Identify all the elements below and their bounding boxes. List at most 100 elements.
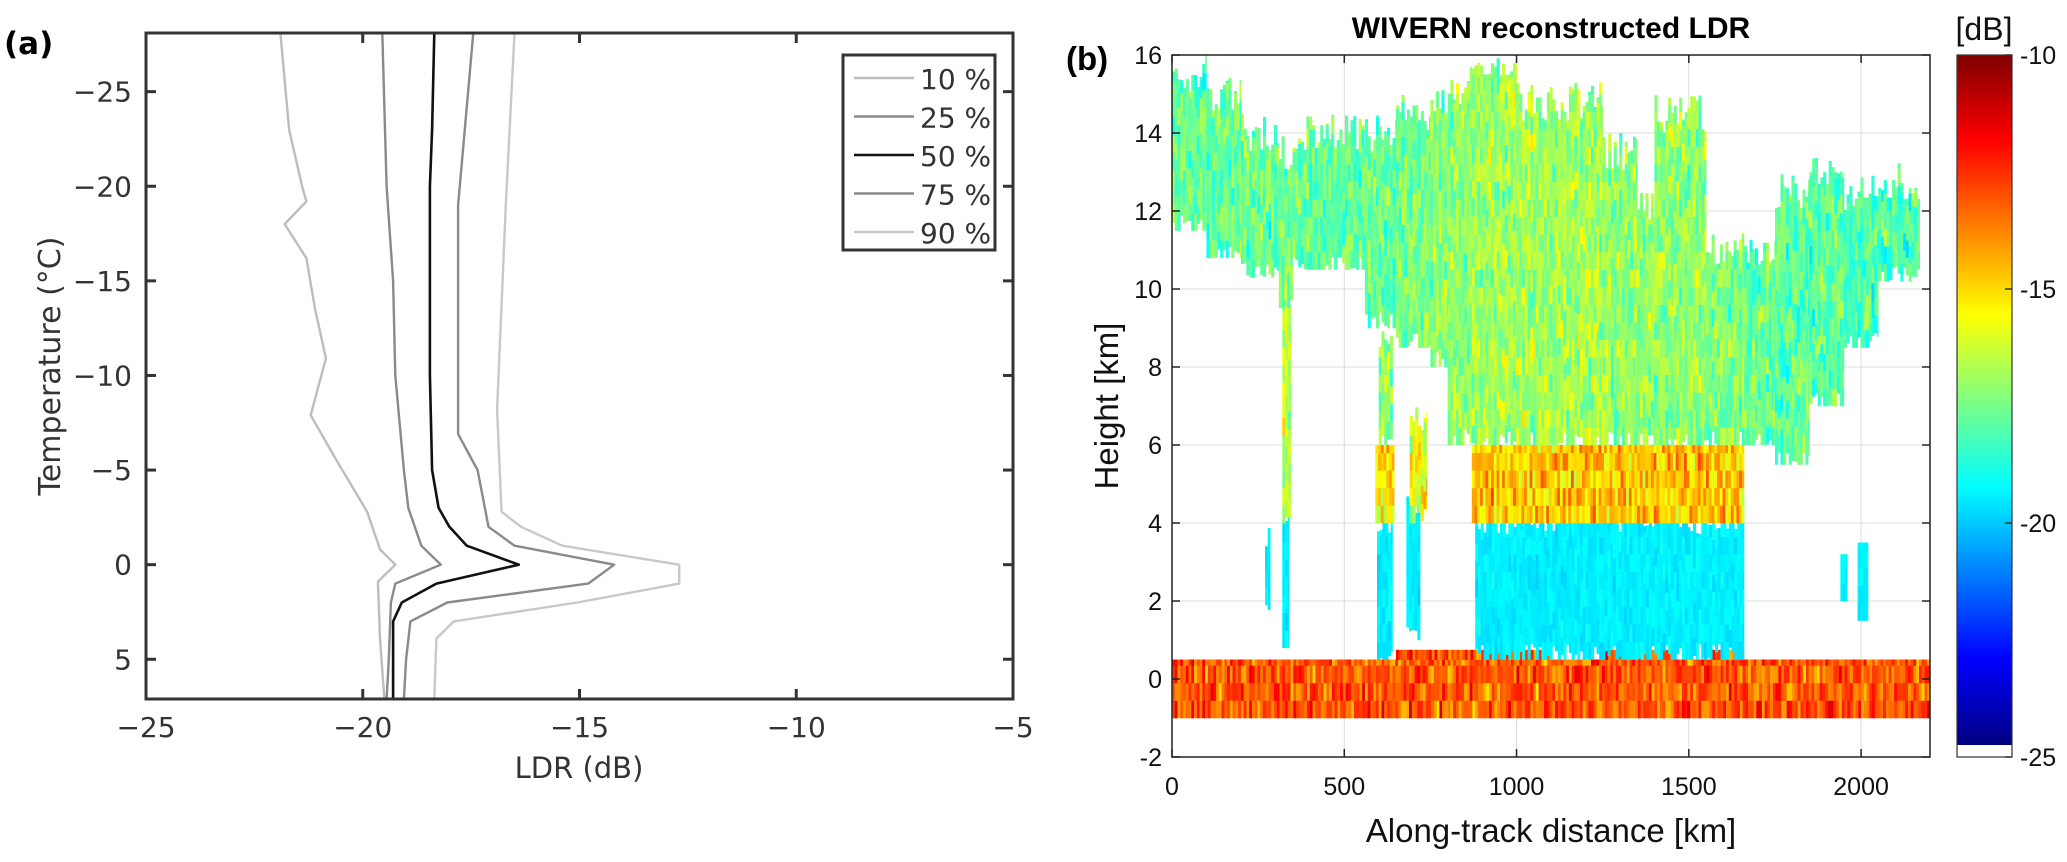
heatmap-cell [1628,445,1632,454]
heatmap-cell [1496,286,1500,305]
heatmap-cell [1353,232,1357,251]
heatmap-cell [1706,622,1710,641]
heatmap-cell [1491,624,1495,643]
heatmap-cell [1508,589,1512,608]
heatmap-cell [1527,252,1531,270]
heatmap-cell [1311,129,1315,147]
heatmap-cell [1530,626,1534,645]
heatmap-cell [1522,554,1526,572]
heatmap-cell [1404,189,1408,208]
heatmap-cell [1582,234,1586,253]
heatmap-cell [1384,255,1388,274]
heatmap-cell [1584,452,1588,471]
heatmap-cell [1783,700,1787,719]
heatmap-cell [1681,642,1685,660]
heatmap-cell [1618,682,1622,701]
heatmap-cell [1342,192,1346,211]
heatmap-cell [1279,659,1283,666]
heatmap-cell [1464,659,1468,666]
heatmap-cell [1188,92,1192,99]
heatmap-cell [1239,82,1242,101]
heatmap-cell [1496,304,1500,322]
heatmap-cell [1840,565,1844,584]
heatmap-cell [1529,487,1533,506]
heatmap-cell [1383,452,1387,471]
heatmap-cell [1389,700,1393,719]
heatmap-cell [1329,659,1333,666]
heatmap-cell [1662,615,1666,634]
heatmap-cell [1919,682,1923,701]
heatmap-cell [1376,135,1380,153]
heatmap-cell [1706,487,1710,506]
heatmap-cell [1548,487,1552,506]
heatmap-cell [1494,519,1498,537]
heatmap-cell [1518,505,1522,524]
heatmap-cell [1502,665,1506,684]
heatmap-cell [1500,606,1504,624]
heatmap-cell [1493,427,1497,446]
heatmap-cell [1331,665,1335,684]
heatmap-cell [1225,135,1229,153]
heatmap-cell [1205,90,1207,108]
heatmap-cell [1491,470,1495,489]
heatmap-cell [1474,304,1478,323]
heatmap-cell [1482,283,1486,302]
heatmap-cell [1417,587,1421,606]
heatmap-cell [1563,642,1567,660]
heatmap-cell [1750,700,1754,719]
heatmap-cell [1654,665,1658,684]
heatmap-cell [1455,111,1459,130]
heatmap-cell [1866,700,1870,719]
heatmap-cell [1714,470,1718,489]
heatmap-cell [1717,665,1721,684]
heatmap-cell [1254,196,1258,215]
heatmap-cell [1651,540,1655,559]
heatmap-cell [1635,536,1639,555]
heatmap-cell [1888,682,1892,701]
heatmap-cell [1566,181,1570,200]
heatmap-cell [1228,124,1232,142]
heatmap-cell [1446,296,1448,315]
heatmap-cell [1447,427,1451,446]
heatmap-cell [1268,150,1272,152]
heatmap-cell [1380,487,1384,506]
heatmap-cell [1455,83,1459,95]
heatmap-cell [1214,239,1218,258]
heatmap-cell [1322,181,1326,200]
heatmap-cell [1461,409,1465,428]
heatmap-cell [1282,470,1286,489]
heatmap-cell [1524,575,1528,593]
heatmap-cell [1574,259,1578,278]
heatmap-cell [1538,659,1542,666]
heatmap-cell [1482,143,1486,161]
heatmap-cell [1485,139,1489,158]
heatmap-cell [1404,294,1408,313]
heatmap-cell [1877,659,1881,666]
heatmap-cell [1544,339,1548,358]
heatmap-cell [1418,330,1422,348]
heatmap-cell [1309,181,1313,200]
heatmap-cell [1516,216,1520,235]
heatmap-cell [1188,203,1192,221]
heatmap-cell [1480,505,1484,524]
heatmap-cell [1522,304,1526,323]
heatmap-cell [1679,659,1683,666]
heatmap-cell [1458,287,1462,305]
heatmap-cell [1574,118,1578,137]
heatmap-cell [1574,665,1578,684]
heatmap-cell [1228,78,1232,90]
heatmap-cell [1843,565,1847,584]
heatmap-cell [1415,175,1419,194]
heatmap-cell [1497,659,1501,666]
heatmap-cell [1533,629,1537,648]
heatmap-cell [1265,246,1269,265]
heatmap-cell [1403,682,1407,701]
heatmap-cell [1544,624,1548,643]
heatmap-cell [1692,487,1696,506]
heatmap-cell [1314,181,1318,200]
heatmap-cell [1480,392,1484,411]
heatmap-cell [1574,399,1578,418]
heatmap-cell [1486,536,1490,555]
heatmap-cell [1384,273,1388,291]
heatmap-cell [1541,304,1545,323]
